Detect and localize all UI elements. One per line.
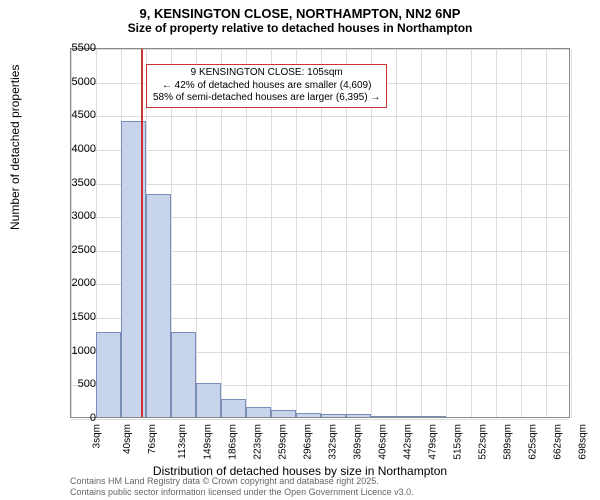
x-tick-label: 515sqm bbox=[453, 424, 464, 460]
y-tick-label: 3500 bbox=[56, 177, 96, 189]
y-tick-label: 2500 bbox=[56, 244, 96, 256]
x-tick-label: 3sqm bbox=[91, 424, 102, 448]
y-tick-label: 5500 bbox=[56, 42, 96, 54]
chart-subtitle: Size of property relative to detached ho… bbox=[0, 21, 600, 39]
histogram-bar bbox=[96, 332, 121, 417]
info-line-3: 58% of semi-detached houses are larger (… bbox=[153, 92, 380, 105]
histogram-bar bbox=[146, 194, 171, 417]
histogram-bar bbox=[296, 413, 321, 417]
y-axis-label: Number of detached properties bbox=[8, 65, 22, 230]
y-tick-label: 2000 bbox=[56, 277, 96, 289]
property-marker-line bbox=[141, 49, 143, 417]
x-tick-label: 76sqm bbox=[147, 424, 158, 454]
histogram-bar bbox=[396, 416, 421, 417]
x-tick-label: 186sqm bbox=[228, 424, 239, 460]
histogram-bar bbox=[221, 399, 246, 417]
x-tick-label: 698sqm bbox=[578, 424, 589, 460]
y-tick-label: 500 bbox=[56, 378, 96, 390]
histogram-bar bbox=[371, 416, 396, 417]
y-tick-label: 5000 bbox=[56, 76, 96, 88]
x-tick-label: 625sqm bbox=[528, 424, 539, 460]
y-tick-label: 1500 bbox=[56, 311, 96, 323]
histogram-bar bbox=[196, 383, 221, 417]
info-line-1: 9 KENSINGTON CLOSE: 105sqm bbox=[153, 67, 380, 80]
x-tick-label: 40sqm bbox=[122, 424, 133, 454]
x-tick-label: 589sqm bbox=[503, 424, 514, 460]
x-tick-label: 259sqm bbox=[278, 424, 289, 460]
property-info-box: 9 KENSINGTON CLOSE: 105sqm ← 42% of deta… bbox=[146, 64, 387, 108]
histogram-bar bbox=[171, 332, 196, 417]
histogram-bar bbox=[421, 416, 446, 417]
x-tick-label: 406sqm bbox=[378, 424, 389, 460]
y-tick-label: 0 bbox=[56, 412, 96, 424]
x-tick-label: 442sqm bbox=[403, 424, 414, 460]
x-tick-label: 149sqm bbox=[203, 424, 214, 460]
chart-plot-area: 9 KENSINGTON CLOSE: 105sqm ← 42% of deta… bbox=[70, 48, 570, 418]
chart-title: 9, KENSINGTON CLOSE, NORTHAMPTON, NN2 6N… bbox=[0, 0, 600, 21]
y-tick-label: 3000 bbox=[56, 210, 96, 222]
chart-footer: Contains HM Land Registry data © Crown c… bbox=[70, 476, 414, 498]
x-tick-label: 552sqm bbox=[478, 424, 489, 460]
x-tick-label: 332sqm bbox=[328, 424, 339, 460]
histogram-bar bbox=[246, 407, 271, 417]
y-tick-label: 4500 bbox=[56, 109, 96, 121]
histogram-bar bbox=[271, 410, 296, 417]
y-tick-label: 4000 bbox=[56, 143, 96, 155]
x-tick-label: 369sqm bbox=[353, 424, 364, 460]
x-tick-label: 296sqm bbox=[303, 424, 314, 460]
x-tick-label: 662sqm bbox=[553, 424, 564, 460]
x-tick-label: 479sqm bbox=[428, 424, 439, 460]
x-tick-label: 113sqm bbox=[177, 424, 188, 459]
x-tick-label: 223sqm bbox=[253, 424, 264, 460]
y-tick-label: 1000 bbox=[56, 345, 96, 357]
info-line-2: ← 42% of detached houses are smaller (4,… bbox=[153, 80, 380, 93]
histogram-bar bbox=[346, 414, 371, 417]
histogram-bar bbox=[321, 414, 346, 417]
